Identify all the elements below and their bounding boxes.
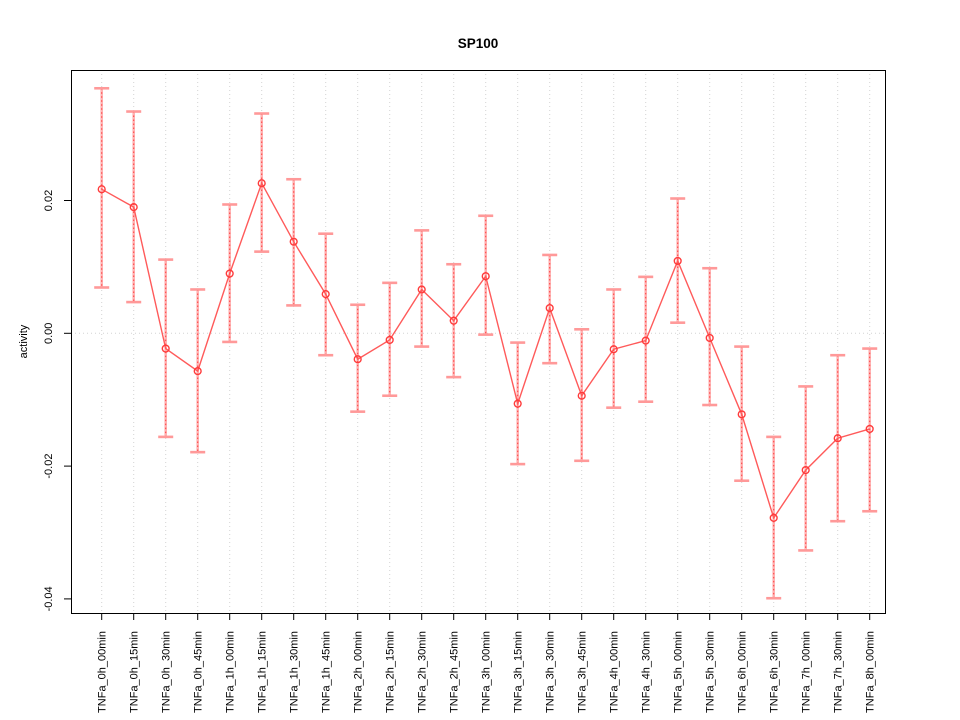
data-point-marker xyxy=(385,335,394,345)
data-point-marker xyxy=(321,290,330,299)
data-point-marker xyxy=(353,355,362,364)
x-tick-label: TNFa_4h_30min xyxy=(641,631,653,713)
data-point-marker xyxy=(161,344,170,353)
x-tick-label: TNFa_1h_45min xyxy=(321,631,333,713)
x-tick-label: TNFa_3h_15min xyxy=(513,631,525,713)
x-tick-label: TNFa_3h_00min xyxy=(481,631,493,713)
x-tick-label: TNFa_2h_30min xyxy=(417,631,429,713)
x-tick-label: TNFa_1h_30min xyxy=(289,631,301,713)
data-point-marker xyxy=(289,237,298,246)
x-tick-label: TNFa_3h_30min xyxy=(545,631,557,713)
data-point-marker xyxy=(513,399,522,408)
y-tick-label: -0.04 xyxy=(43,586,55,611)
x-tick-label: TNFa_2h_00min xyxy=(353,631,365,713)
data-point-marker xyxy=(129,203,138,212)
data-point-marker xyxy=(641,336,650,345)
x-tick-label: TNFa_6h_00min xyxy=(737,631,749,713)
x-tick-label: TNFa_8h_00min xyxy=(865,631,877,713)
data-point-marker xyxy=(257,179,266,188)
data-point-marker xyxy=(705,333,714,343)
x-tick-label: TNFa_5h_00min xyxy=(673,631,685,713)
x-tick-label: TNFa_6h_30min xyxy=(769,631,781,713)
data-point-marker xyxy=(769,513,778,522)
data-point-marker xyxy=(737,410,746,419)
data-point-marker xyxy=(609,345,618,354)
data-point-marker xyxy=(673,256,682,266)
x-tick-label: TNFa_0h_00min xyxy=(97,631,109,713)
chart-title: SP100 xyxy=(458,36,499,51)
x-tick-label: TNFa_1h_15min xyxy=(257,631,269,713)
data-point-marker xyxy=(225,269,234,278)
x-tick-label: TNFa_5h_30min xyxy=(705,631,717,713)
y-tick-label: 0.00 xyxy=(43,323,55,344)
y-axis-label: activity xyxy=(18,324,30,358)
data-point-marker xyxy=(833,434,842,443)
data-point-marker xyxy=(417,285,426,294)
data-point-marker xyxy=(481,272,490,281)
x-tick-label: TNFa_3h_45min xyxy=(577,631,589,713)
x-tick-label: TNFa_7h_30min xyxy=(833,631,845,713)
data-point-marker xyxy=(97,185,106,194)
data-point-marker xyxy=(193,367,202,376)
x-tick-label: TNFa_0h_45min xyxy=(193,631,205,713)
data-point-marker xyxy=(801,465,810,475)
x-tick-label: TNFa_7h_00min xyxy=(801,631,813,713)
series-line xyxy=(101,181,870,520)
plot-border xyxy=(71,70,886,614)
data-point-marker xyxy=(545,303,554,313)
x-tick-label: TNFa_4h_00min xyxy=(609,631,621,713)
data-point-marker xyxy=(577,391,586,400)
data-point-marker xyxy=(865,424,874,434)
y-tick-label: 0.02 xyxy=(43,190,55,211)
x-tick-label: TNFa_2h_45min xyxy=(449,631,461,713)
x-tick-label: TNFa_2h_15min xyxy=(385,631,397,713)
x-tick-label: TNFa_0h_15min xyxy=(129,631,141,713)
y-tick-label: -0.02 xyxy=(43,454,55,479)
data-point-marker xyxy=(449,316,458,325)
x-tick-label: TNFa_1h_00min xyxy=(225,631,237,713)
x-tick-label: TNFa_0h_30min xyxy=(161,631,173,713)
